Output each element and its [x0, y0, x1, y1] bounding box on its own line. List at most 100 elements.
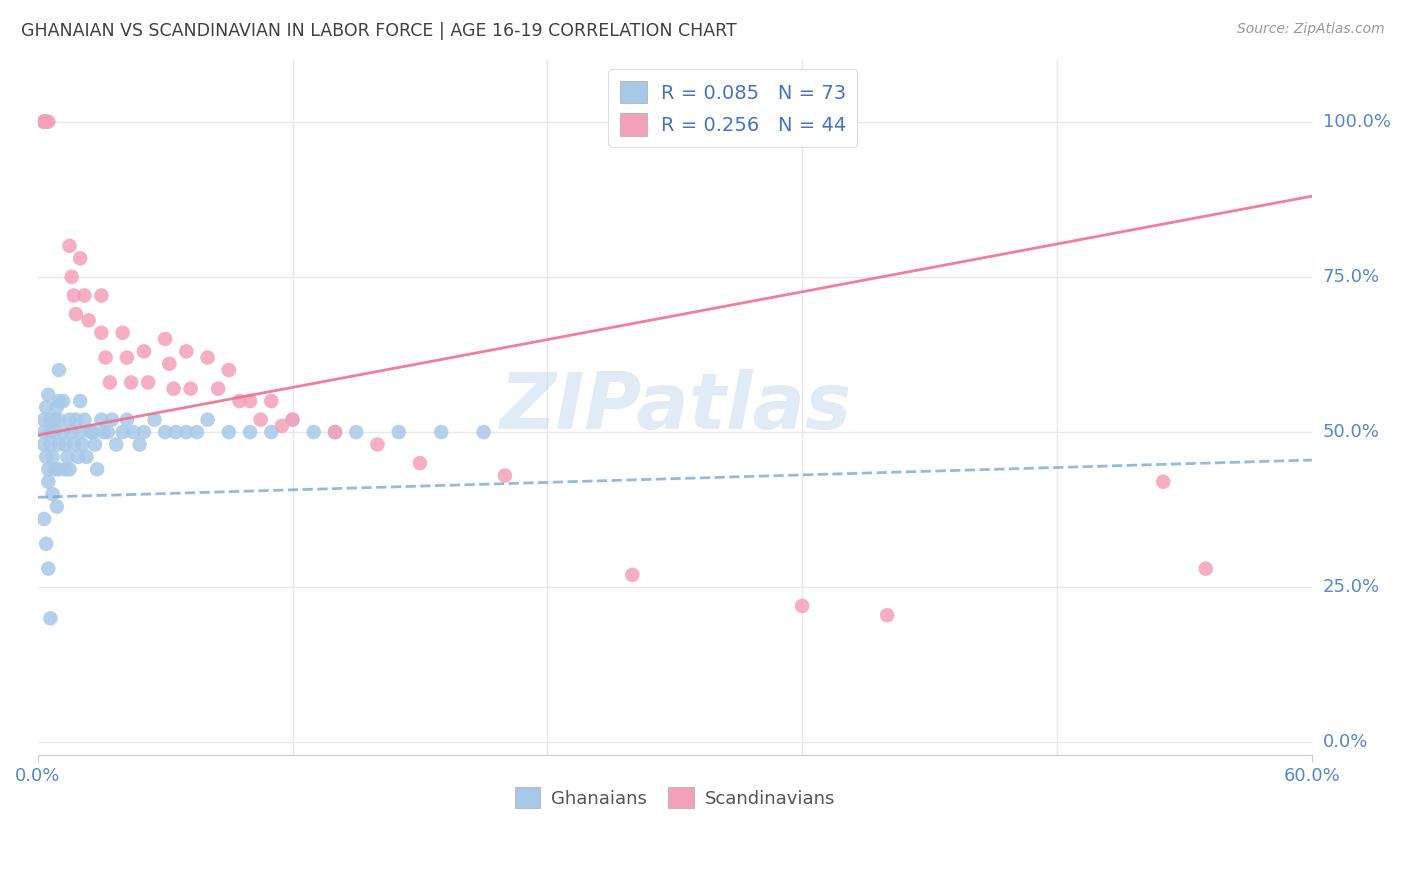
Point	[52, 425, 75, 439]
Point	[323, 425, 346, 439]
Point	[132, 425, 155, 439]
Point	[69, 394, 91, 409]
Point	[60, 425, 83, 439]
Point	[58, 412, 80, 426]
Point	[344, 425, 367, 439]
Text: 75.0%: 75.0%	[1323, 268, 1381, 285]
Point	[1152, 475, 1174, 489]
Point	[35, 114, 58, 128]
Point	[366, 437, 388, 451]
Point	[37, 462, 59, 476]
Point	[58, 462, 80, 476]
Point	[32, 114, 55, 128]
Point	[90, 288, 112, 302]
Point	[32, 412, 55, 426]
Point	[62, 437, 84, 451]
Point	[48, 437, 70, 451]
Point	[1195, 562, 1218, 576]
Point	[44, 462, 66, 476]
Text: 25.0%: 25.0%	[1323, 578, 1381, 596]
Point	[65, 307, 87, 321]
Point	[32, 114, 55, 128]
Point	[84, 437, 107, 451]
Point	[77, 313, 100, 327]
Point	[197, 351, 219, 365]
Point	[48, 412, 70, 426]
Point	[32, 114, 55, 128]
Point	[165, 425, 187, 439]
Point	[228, 394, 250, 409]
Point	[101, 412, 124, 426]
Point	[430, 425, 453, 439]
Point	[39, 412, 62, 426]
Point	[73, 412, 96, 426]
Point	[302, 425, 325, 439]
Text: GHANAIAN VS SCANDINAVIAN IN LABOR FORCE | AGE 16-19 CORRELATION CHART: GHANAIAN VS SCANDINAVIAN IN LABOR FORCE …	[21, 22, 737, 40]
Point	[218, 363, 240, 377]
Text: 50.0%: 50.0%	[1323, 423, 1379, 441]
Point	[494, 468, 516, 483]
Point	[73, 288, 96, 302]
Point	[143, 412, 166, 426]
Point	[67, 450, 90, 464]
Point	[93, 425, 115, 439]
Point	[176, 425, 198, 439]
Point	[35, 401, 58, 415]
Point	[37, 388, 59, 402]
Point	[409, 456, 432, 470]
Point	[76, 450, 98, 464]
Point	[97, 425, 120, 439]
Point	[239, 394, 262, 409]
Point	[157, 357, 180, 371]
Text: 0.0%: 0.0%	[1323, 733, 1368, 751]
Point	[105, 437, 128, 451]
Point	[281, 412, 304, 426]
Point	[32, 512, 55, 526]
Point	[53, 462, 76, 476]
Point	[62, 288, 84, 302]
Point	[162, 382, 184, 396]
Point	[41, 450, 63, 464]
Point	[281, 412, 304, 426]
Point	[32, 425, 55, 439]
Point	[176, 344, 198, 359]
Point	[111, 326, 134, 340]
Point	[48, 462, 70, 476]
Point	[45, 401, 67, 415]
Point	[260, 394, 283, 409]
Point	[323, 425, 346, 439]
Point	[90, 412, 112, 426]
Point	[32, 437, 55, 451]
Point	[472, 425, 495, 439]
Point	[48, 363, 70, 377]
Point	[249, 412, 271, 426]
Point	[239, 425, 262, 439]
Point	[111, 425, 134, 439]
Point	[69, 425, 91, 439]
Point	[260, 425, 283, 439]
Point	[388, 425, 411, 439]
Point	[122, 425, 145, 439]
Point	[37, 475, 59, 489]
Point	[53, 437, 76, 451]
Point	[153, 425, 176, 439]
Point	[39, 425, 62, 439]
Text: Source: ZipAtlas.com: Source: ZipAtlas.com	[1237, 22, 1385, 37]
Point	[876, 608, 898, 623]
Point	[39, 611, 62, 625]
Point	[792, 599, 814, 613]
Text: ZIPatlas: ZIPatlas	[499, 369, 851, 445]
Point	[48, 394, 70, 409]
Point	[72, 437, 94, 451]
Point	[132, 344, 155, 359]
Point	[186, 425, 208, 439]
Point	[207, 382, 229, 396]
Point	[120, 376, 142, 390]
Point	[86, 462, 108, 476]
Point	[60, 269, 83, 284]
Point	[56, 450, 79, 464]
Point	[44, 425, 66, 439]
Point	[39, 437, 62, 451]
Point	[35, 537, 58, 551]
Legend: Ghanaians, Scandinavians: Ghanaians, Scandinavians	[508, 780, 842, 815]
